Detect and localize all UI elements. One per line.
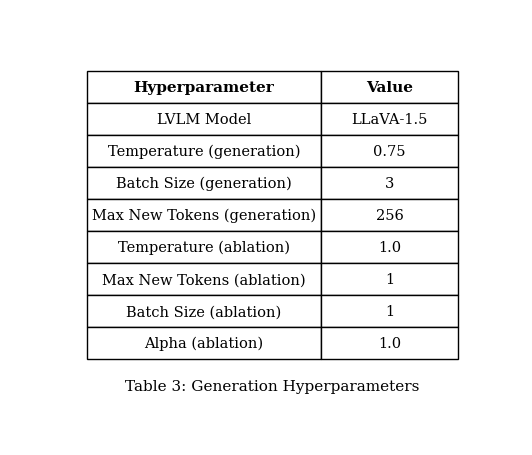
Text: Table 3: Generation Hyperparameters: Table 3: Generation Hyperparameters — [126, 379, 420, 393]
